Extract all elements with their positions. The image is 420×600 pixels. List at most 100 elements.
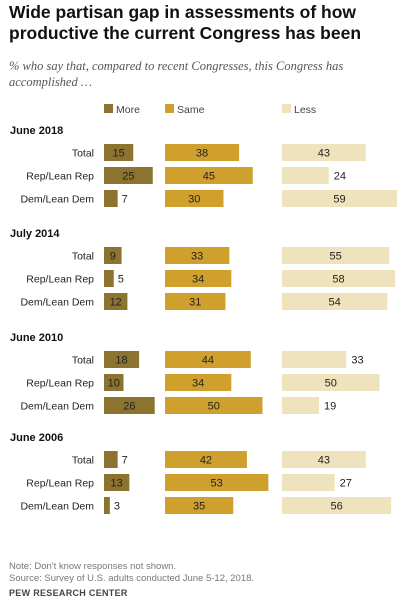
legend-swatch-less	[282, 104, 291, 113]
bar-same	[165, 190, 224, 207]
bar-same	[165, 497, 234, 514]
data-label-same: 53	[211, 478, 223, 490]
bar-same	[165, 247, 230, 264]
data-label-less: 59	[333, 194, 345, 206]
data-label-same: 45	[203, 171, 215, 183]
bar-more	[104, 451, 118, 468]
bar-less	[282, 293, 388, 310]
bar-more	[104, 497, 110, 514]
legend-label-more: More	[116, 104, 140, 116]
data-label-more: 13	[111, 478, 123, 490]
bar-less	[282, 144, 366, 161]
bar-more	[104, 293, 128, 310]
row-label: Total	[72, 455, 94, 467]
bar-less	[282, 397, 320, 414]
chart-title: Wide partisan gap in assessments of how …	[9, 2, 362, 43]
data-label-more: 7	[122, 194, 128, 206]
row-label: Rep/Lean Rep	[26, 478, 94, 490]
footer-note: Note: Don't know responses not shown.	[9, 561, 177, 572]
legend-swatch-more	[104, 104, 113, 113]
bar-same	[165, 451, 247, 468]
bar-same	[165, 293, 226, 310]
bar-less	[282, 167, 329, 184]
bar-less	[282, 351, 347, 368]
data-label-more: 25	[122, 171, 134, 183]
group-title: July 2014	[10, 228, 60, 240]
data-label-less: 58	[332, 274, 344, 286]
data-label-more: 5	[118, 274, 124, 286]
data-label-same: 44	[202, 355, 214, 367]
bar-more	[104, 374, 124, 391]
group-title: June 2006	[10, 432, 63, 444]
row-label: Dem/Lean Dem	[20, 297, 94, 309]
bar-same	[165, 167, 253, 184]
data-label-less: 43	[318, 455, 330, 467]
bar-more	[104, 270, 114, 287]
group-title: June 2010	[10, 332, 63, 344]
org-name: PEW RESEARCH CENTER	[9, 588, 128, 598]
bar-same	[165, 351, 251, 368]
bar-more	[104, 247, 122, 264]
bar-same	[165, 474, 269, 491]
row-label: Dem/Lean Dem	[20, 194, 94, 206]
data-label-more: 15	[113, 148, 125, 160]
bar-more	[104, 167, 153, 184]
data-label-less: 33	[351, 355, 363, 367]
bar-less	[282, 247, 390, 264]
data-label-less: 55	[330, 251, 342, 263]
bar-less	[282, 190, 398, 207]
legend-label-same: Same	[177, 104, 205, 116]
data-label-same: 34	[192, 378, 204, 390]
row-label: Total	[72, 251, 94, 263]
bar-less	[282, 270, 396, 287]
legend-label-less: Less	[294, 104, 316, 116]
data-label-less: 27	[340, 478, 352, 490]
bar-same	[165, 270, 232, 287]
data-label-same: 31	[189, 297, 201, 309]
bar-more	[104, 190, 118, 207]
row-label: Dem/Lean Dem	[20, 501, 94, 513]
data-label-less: 50	[325, 378, 337, 390]
row-label: Rep/Lean Rep	[26, 171, 94, 183]
group-title: June 2018	[10, 125, 63, 137]
bar-more	[104, 351, 140, 368]
data-label-same: 33	[191, 251, 203, 263]
row-label: Total	[72, 148, 94, 160]
bar-same	[165, 374, 232, 391]
data-label-more: 10	[108, 378, 120, 390]
data-label-less: 54	[329, 297, 341, 309]
data-label-less: 24	[334, 171, 346, 183]
data-label-less: 43	[318, 148, 330, 160]
data-label-more: 7	[122, 455, 128, 467]
row-label: Rep/Lean Rep	[26, 378, 94, 390]
data-label-more: 12	[110, 297, 122, 309]
data-label-same: 30	[188, 194, 200, 206]
row-label: Dem/Lean Dem	[20, 401, 94, 413]
bar-more	[104, 144, 134, 161]
data-label-less: 56	[330, 501, 342, 513]
footer-source: Source: Survey of U.S. adults conducted …	[9, 573, 255, 584]
data-label-same: 34	[192, 274, 204, 286]
data-label-less: 19	[324, 401, 336, 413]
data-label-more: 26	[123, 401, 135, 413]
row-label: Rep/Lean Rep	[26, 274, 94, 286]
grouped-bar-chart: More Same Less June 2018 Total 15 38 43 Rep/Lean…	[10, 104, 398, 514]
chart-subtitle: % who say that, compared to recent Congr…	[9, 59, 344, 89]
data-label-same: 42	[200, 455, 212, 467]
data-label-more: 9	[110, 251, 116, 263]
data-label-same: 38	[196, 148, 208, 160]
bar-more	[104, 397, 155, 414]
bar-less	[282, 451, 366, 468]
data-label-same: 35	[193, 501, 205, 513]
bar-same	[165, 144, 240, 161]
bar-less	[282, 497, 392, 514]
data-label-same: 50	[208, 401, 220, 413]
data-label-more: 3	[114, 501, 120, 513]
row-label: Total	[72, 355, 94, 367]
data-label-more: 18	[115, 355, 127, 367]
bar-less	[282, 374, 380, 391]
legend-swatch-same	[165, 104, 174, 113]
bar-same	[165, 397, 263, 414]
bar-less	[282, 474, 335, 491]
bar-more	[104, 474, 130, 491]
